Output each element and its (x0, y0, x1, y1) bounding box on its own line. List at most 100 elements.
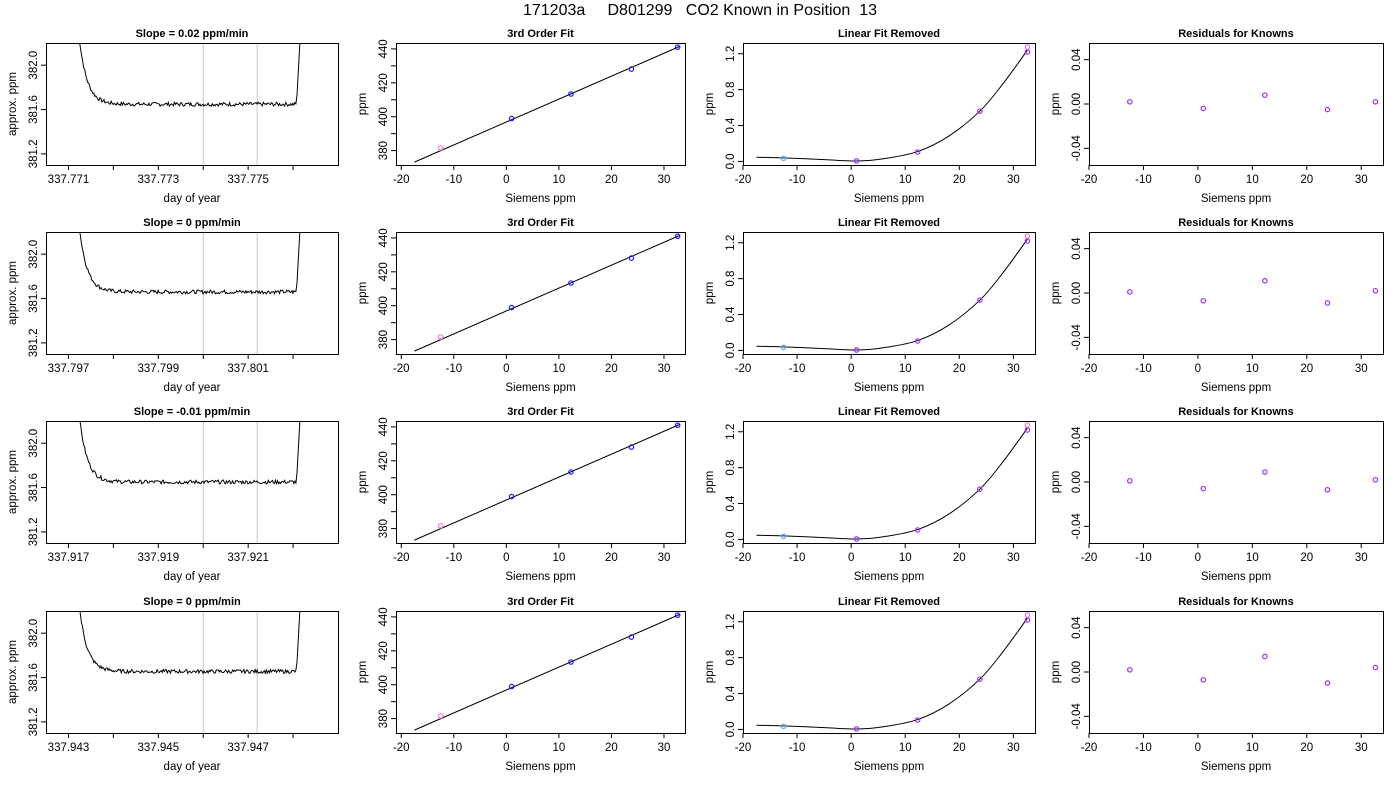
y-axis-label: approx. ppm (7, 450, 19, 514)
data-point (508, 115, 515, 122)
data-point (780, 155, 787, 162)
data-point (914, 527, 921, 533)
y-tick-label: 0.4 (725, 306, 737, 323)
x-tick-label: 337.947 (227, 742, 269, 754)
y-tick-label: 1.2 (725, 614, 737, 630)
x-axis-label: Siemens ppm (505, 382, 575, 394)
x-tick-label: 10 (552, 742, 565, 754)
panel-title: Residuals for Knowns (1178, 596, 1294, 608)
panel-r2-c4: -20 -10 0 10 20 30 -0.04 0.00 0.04 Residuals for … (1050, 217, 1384, 394)
plot-frame (743, 421, 1036, 544)
y-tick-label: 400 (378, 296, 390, 315)
y-tick-label: 382.0 (28, 51, 40, 80)
panel-r4-c4: -20 -10 0 10 20 30 -0.04 0.00 0.04 Residuals for … (1050, 596, 1384, 773)
x-tick-label: 337.771 (48, 174, 90, 186)
x-tick-label: -10 (789, 552, 806, 564)
x-tick-label: 20 (953, 363, 966, 375)
y-tick-label: 0.4 (725, 495, 737, 512)
plot-area (414, 612, 681, 731)
analyzer-trace (79, 232, 301, 296)
x-tick-label: -10 (445, 363, 462, 375)
data-point (1024, 233, 1031, 239)
y-tick-label: 0.04 (1071, 237, 1083, 260)
x-tick-label: 337.799 (138, 363, 180, 375)
data-point (628, 66, 635, 72)
y-axis-label: approx. ppm (7, 640, 19, 704)
x-tick-label: 10 (552, 552, 565, 564)
x-tick-label: 20 (1300, 363, 1313, 375)
plot-frame (396, 611, 686, 734)
x-tick-label: 10 (1246, 552, 1259, 564)
x-tick-label: 10 (899, 363, 912, 375)
x-axis-label: Siemens ppm (1201, 571, 1271, 583)
y-tick-label: 420 (378, 73, 390, 92)
plot-frame (46, 232, 339, 355)
data-point (568, 280, 574, 286)
y-axis-label: ppm (1050, 661, 1062, 683)
x-tick-label: 20 (605, 742, 618, 754)
x-axis-label: day of year (164, 571, 221, 583)
data-point (914, 338, 921, 344)
panel-title: Linear Fit Removed (838, 28, 940, 40)
panel-r1-c2: -20 -10 0 10 20 30 380 400 420 440 3rd Order Fit Si… (357, 28, 686, 205)
y-tick-label: 440 (378, 417, 390, 436)
x-tick-label: 10 (899, 552, 912, 564)
x-tick-label: 337.921 (227, 552, 269, 564)
x-tick-label: 0 (1195, 174, 1201, 186)
x-tick-label: 20 (605, 552, 618, 564)
data-point (1200, 485, 1207, 492)
data-point (674, 612, 681, 619)
fit-line (414, 423, 680, 541)
y-tick-label: 420 (378, 262, 390, 281)
x-tick-label: -10 (1135, 742, 1152, 754)
data-point (780, 533, 787, 540)
data-point (1262, 92, 1268, 98)
fit-curve (756, 49, 1028, 162)
x-tick-label: 30 (658, 174, 671, 186)
plot-area (1127, 277, 1379, 306)
data-point (674, 422, 681, 429)
y-tick-label: 0.00 (1071, 282, 1083, 304)
x-tick-label: 10 (552, 174, 565, 186)
data-point (1324, 300, 1331, 306)
x-axis-label: Siemens ppm (1201, 193, 1271, 205)
plot-frame (396, 232, 686, 355)
x-tick-label: -20 (735, 363, 752, 375)
x-tick-label: -20 (393, 363, 410, 375)
x-tick-label: -20 (735, 552, 752, 564)
x-tick-label: 0 (848, 742, 854, 754)
plot-area (756, 44, 1031, 164)
x-tick-label: 20 (605, 363, 618, 375)
plot-area (756, 612, 1031, 732)
x-tick-label: 20 (1300, 742, 1313, 754)
data-point (914, 717, 921, 723)
y-tick-label: -0.04 (1071, 324, 1083, 351)
y-tick-label: 0.0 (725, 531, 737, 547)
panel-r3-c4: -20 -10 0 10 20 30 -0.04 0.00 0.04 Residuals for … (1050, 406, 1384, 583)
data-point (977, 108, 983, 114)
x-axis-label: Siemens ppm (505, 193, 575, 205)
plot-frame (743, 43, 1036, 166)
panel-r3-c1: 337.917 337.919 337.921 381.2 381.6 382.0 Slop… (7, 406, 339, 583)
y-tick-label: 440 (378, 39, 390, 58)
x-tick-label: 0 (1195, 363, 1201, 375)
y-tick-label: 0.00 (1071, 471, 1083, 493)
panel-title: Residuals for Knowns (1178, 406, 1294, 418)
x-tick-label: -10 (1135, 363, 1152, 375)
y-axis-label: ppm (704, 282, 716, 304)
y-tick-label: 0.04 (1071, 48, 1083, 71)
fit-line (414, 613, 680, 731)
x-tick-label: 10 (1246, 363, 1259, 375)
y-axis-label: ppm (357, 661, 369, 683)
y-axis-label: ppm (357, 282, 369, 304)
plot-area (1127, 92, 1379, 113)
data-point (1127, 666, 1133, 673)
y-axis-label: ppm (704, 471, 716, 493)
panel-title: Slope = 0.02 ppm/min (136, 28, 249, 40)
data-point (1127, 289, 1133, 295)
y-tick-label: 0.0 (725, 721, 737, 737)
fit-curve (756, 427, 1028, 540)
data-point (853, 536, 860, 542)
plot-area (79, 43, 301, 165)
